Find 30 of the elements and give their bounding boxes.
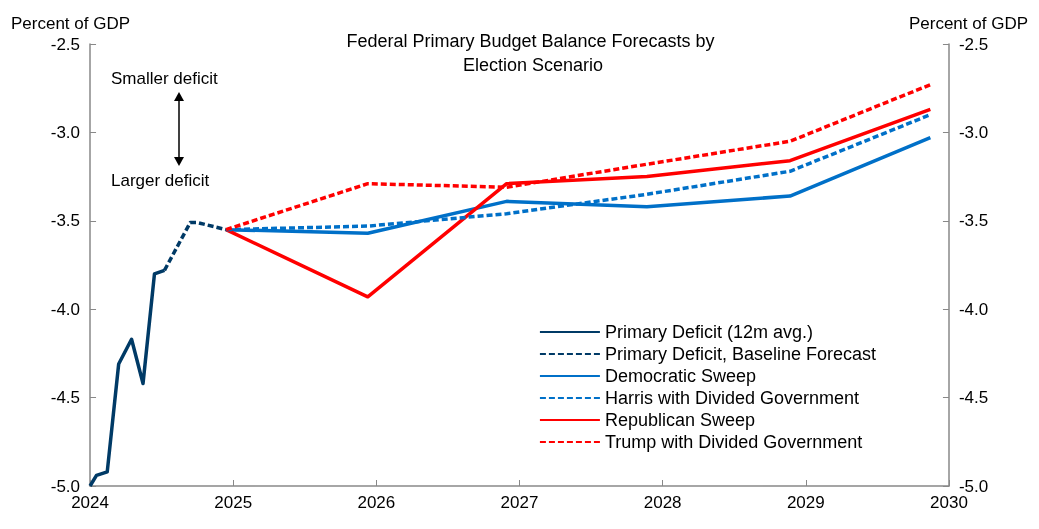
y2-tick-label: -3.5 [958,211,989,231]
y2-axis-title: Percent of GDP [908,14,1029,33]
y-tick-label: -3.0 [50,122,81,142]
y-axis-title: Percent of GDP [10,14,131,33]
x-tick-label: 2027 [500,493,539,512]
legend-label: Primary Deficit, Baseline Forecast [604,344,877,364]
legend-label: Republican Sweep [604,410,756,430]
annotation: Larger deficit [111,171,210,190]
y-tick-label: -2.5 [50,34,81,54]
x-tick-label: 2024 [71,493,109,512]
y2-tick-label: -5.0 [958,476,989,496]
y2-tick-label: -2.5 [958,34,989,54]
chart-title: Federal Primary Budget Balance Forecasts by Election Scenario [346,31,720,75]
y-tick-label: -4.0 [50,299,81,319]
legend-label: Democratic Sweep [604,366,756,386]
x-tick-label: 2030 [930,493,968,512]
legend-label: Primary Deficit (12m avg.) [604,322,813,342]
y2-tick-label: -4.0 [958,299,989,319]
legend-label: Trump with Divided Government [604,432,863,452]
x-tick-label: 2028 [643,493,682,512]
y-tick-label: -3.5 [50,211,81,231]
x-tick-label: 2026 [357,493,396,512]
annotation: Smaller deficit [111,69,219,88]
legend-label: Harris with Divided Government [604,388,860,408]
y-tick-label: -4.5 [50,388,81,408]
y-tick-label: -5.0 [50,476,81,496]
x-tick-label: 2025 [214,493,253,512]
y2-tick-label: -3.0 [958,122,989,142]
y2-tick-label: -4.5 [958,388,989,408]
x-tick-label: 2029 [786,493,825,512]
